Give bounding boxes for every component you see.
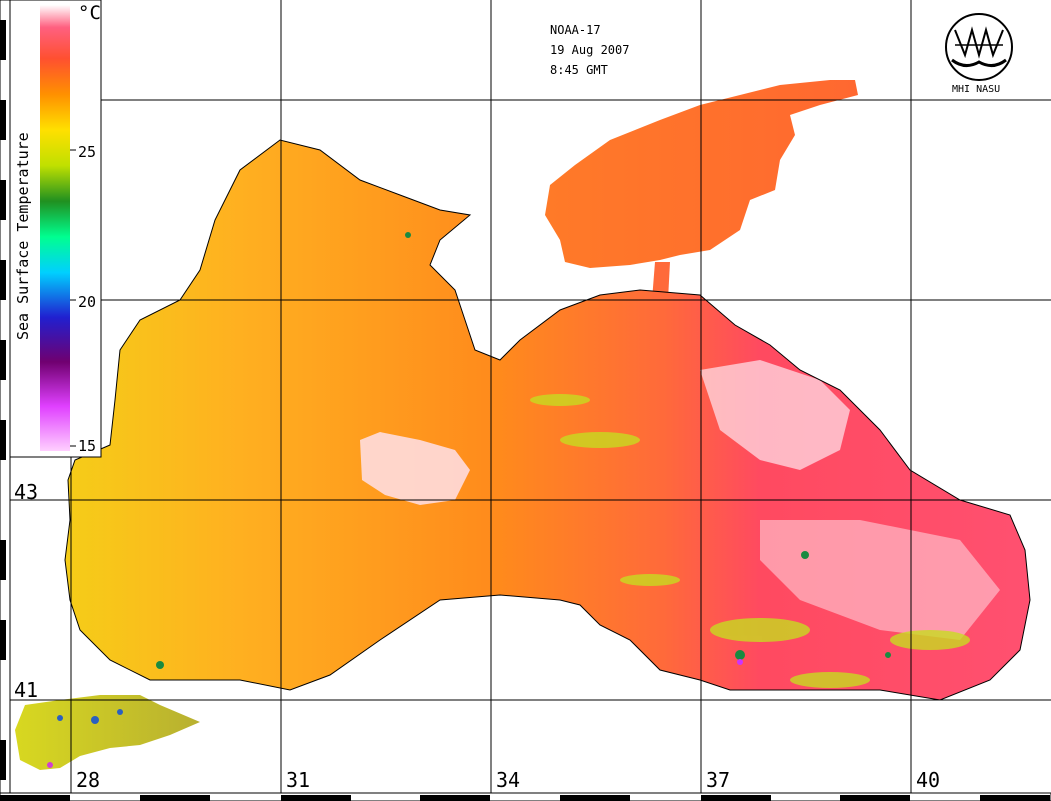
legend-tick-20: 20 bbox=[78, 293, 97, 311]
date-label: 19 Aug 2007 bbox=[550, 43, 630, 57]
lon-label-37: 37 bbox=[706, 768, 731, 792]
warm-patch-central bbox=[360, 432, 470, 505]
warm-patch-southeast bbox=[760, 520, 1000, 640]
satellite-label: NOAA-17 bbox=[550, 23, 601, 37]
sea-of-marmara bbox=[15, 695, 200, 770]
legend-tick-25: 25 bbox=[78, 143, 97, 161]
marmara-spots bbox=[47, 709, 123, 768]
bottom-ruler bbox=[0, 792, 1051, 801]
lon-label-34: 34 bbox=[496, 768, 521, 792]
legend-tick-15: 15 bbox=[78, 437, 97, 455]
time-label: 8:45 GMT bbox=[550, 63, 608, 77]
legend-colorbar bbox=[40, 5, 70, 451]
logo-text: MHI NASU bbox=[952, 84, 1001, 95]
cold-spot bbox=[737, 659, 743, 665]
lon-label-40: 40 bbox=[916, 768, 941, 792]
legend-ticks bbox=[70, 149, 76, 447]
left-ruler bbox=[0, 0, 11, 794]
coastal-filaments bbox=[530, 394, 970, 688]
mhi-logo-icon bbox=[945, 13, 1013, 81]
cool-spots bbox=[156, 232, 891, 669]
legend-title: Sea Surface Temperature bbox=[14, 132, 32, 340]
legend-unit: °C bbox=[78, 2, 101, 24]
lon-label-31: 31 bbox=[286, 768, 311, 792]
lon-label-28: 28 bbox=[76, 768, 101, 792]
kerch-strait bbox=[652, 262, 670, 300]
coastline bbox=[64, 139, 1031, 701]
warm-patch-east bbox=[700, 360, 850, 470]
lat-label-43: 43 bbox=[14, 480, 39, 504]
lat-label-41: 41 bbox=[14, 678, 39, 702]
